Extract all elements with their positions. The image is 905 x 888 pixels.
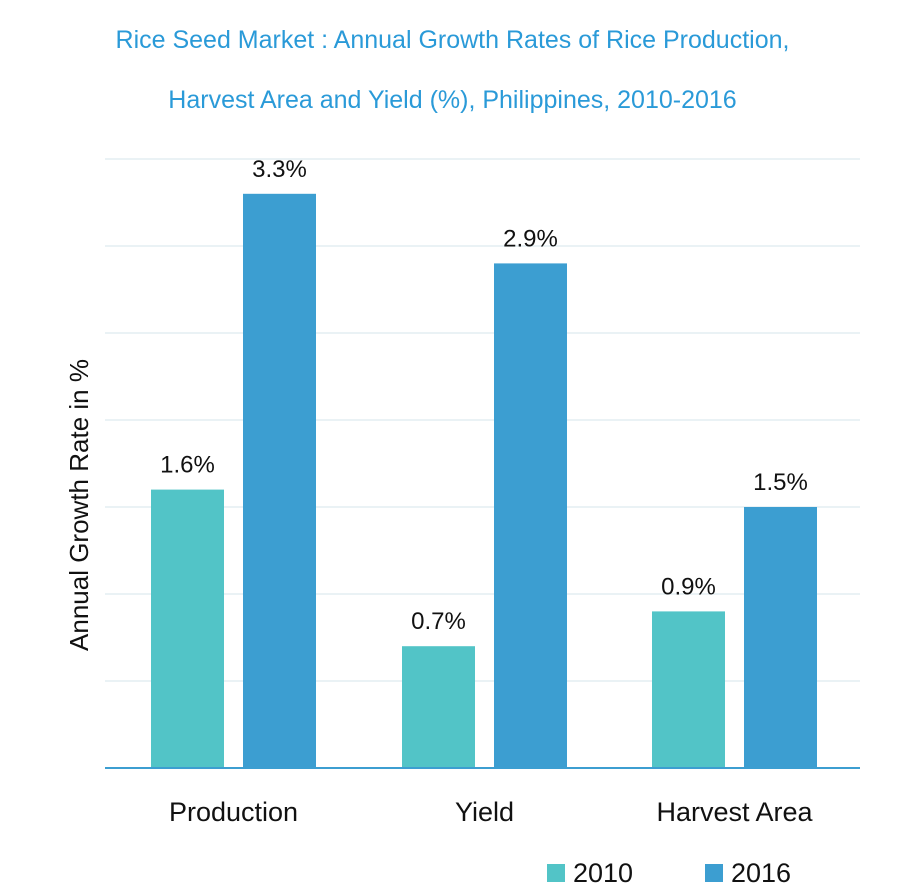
data-label: 1.6% xyxy=(160,452,215,479)
legend-swatch-2010 xyxy=(547,864,565,882)
x-tick-label: Harvest Area xyxy=(656,797,813,827)
legend-label-2016: 2016 xyxy=(731,858,791,888)
legend-swatch-2016 xyxy=(705,864,723,882)
bar-2010-production xyxy=(151,489,224,768)
x-tick-label: Yield xyxy=(455,797,514,827)
chart-title-line-1: Rice Seed Market : Annual Growth Rates o… xyxy=(115,26,790,54)
data-label: 0.7% xyxy=(411,608,466,635)
bar-2016-harvest-area xyxy=(744,507,817,768)
data-label: 2.9% xyxy=(503,225,558,252)
data-label: 0.9% xyxy=(661,573,716,600)
bar-2010-harvest-area xyxy=(652,611,725,768)
chart-title-line-2: Harvest Area and Yield (%), Philippines,… xyxy=(168,86,737,114)
bar-2016-yield xyxy=(494,263,567,768)
y-axis-label: Annual Growth Rate in % xyxy=(64,359,94,651)
data-label: 1.5% xyxy=(753,469,808,496)
bar-2016-production xyxy=(243,193,316,769)
data-label: 3.3% xyxy=(252,156,307,183)
x-tick-label: Production xyxy=(169,797,298,827)
legend-label-2010: 2010 xyxy=(573,858,633,888)
bar-2010-yield xyxy=(402,646,475,768)
